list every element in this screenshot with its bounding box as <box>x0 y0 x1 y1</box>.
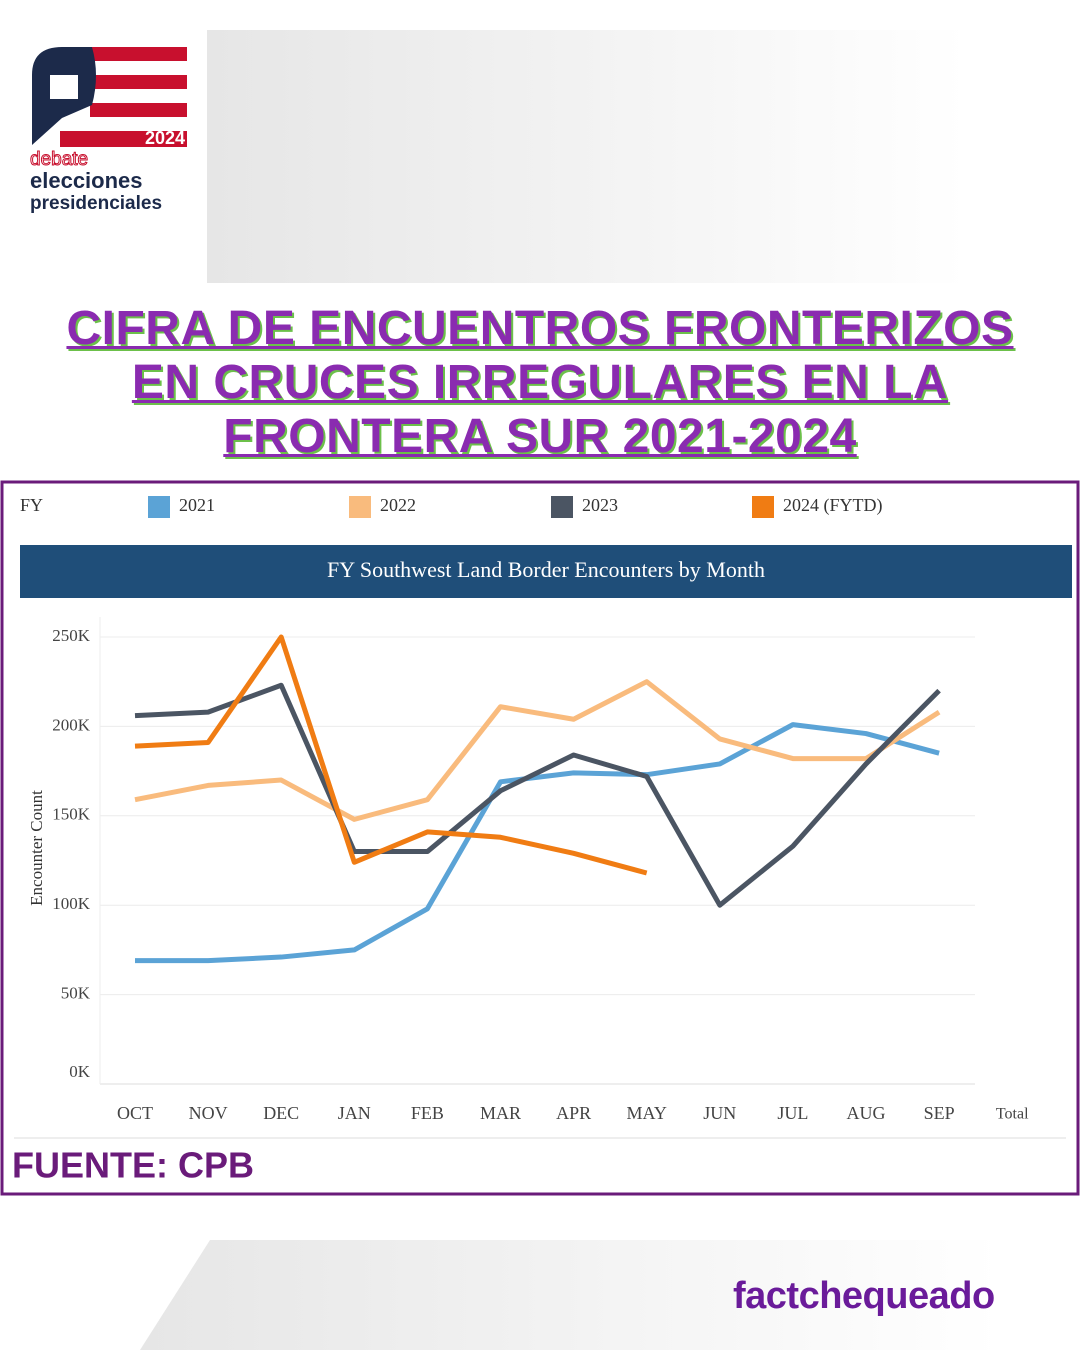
chart-title: FY Southwest Land Border Encounters by M… <box>327 557 765 582</box>
headline: CIFRA DE ENCUENTROS FRONTERIZOS EN CRUCE… <box>0 302 1080 464</box>
x-tick-label: DEC <box>263 1103 299 1123</box>
y-tick-label: 150K <box>52 805 91 824</box>
x-tick-label: MAY <box>627 1103 667 1123</box>
legend-swatch <box>551 496 573 518</box>
headline-line: CIFRA DE ENCUENTROS FRONTERIZOS <box>66 302 1014 355</box>
series-line <box>134 679 941 822</box>
bottom-panel <box>140 1240 1000 1350</box>
top-panel <box>207 30 967 283</box>
logo-word: presidenciales <box>30 193 162 214</box>
y-tick-label: 250K <box>52 626 91 645</box>
legend-label: 2024 (FYTD) <box>783 495 883 516</box>
y-tick-label: 200K <box>52 715 91 734</box>
legend-label: 2023 <box>582 495 618 515</box>
x-tick-label: MAR <box>480 1103 521 1123</box>
legend-label: 2022 <box>380 495 416 515</box>
source: FUENTE: CPB <box>12 1145 254 1186</box>
title-banner <box>20 545 1072 598</box>
brand: factchequeado <box>733 1275 995 1317</box>
x-tick-label: JUN <box>703 1103 736 1123</box>
headline-line: FRONTERA SUR 2021-2024 <box>223 410 857 463</box>
series-line <box>135 722 940 964</box>
headline-line: EN CRUCES IRREGULARES EN LA <box>131 356 949 409</box>
chart-frame <box>0 480 1080 1196</box>
x-tick-label: NOV <box>189 1103 228 1123</box>
logo-word: debate <box>30 149 88 170</box>
legend-label: 2021 <box>179 495 215 515</box>
legend-title: FY <box>20 495 43 515</box>
x-tick-label: APR <box>556 1103 591 1123</box>
x-tick-label: JUL <box>777 1103 808 1123</box>
y-tick-label: 50K <box>61 984 91 1003</box>
y-axis-label: Encounter Count <box>27 790 46 906</box>
legend-swatch <box>349 496 371 518</box>
x-tick-label: AUG <box>847 1103 886 1123</box>
logo-word: elecciones <box>30 168 143 193</box>
x-tick-label: JAN <box>338 1103 371 1123</box>
legend-swatch <box>752 496 774 518</box>
y-tick-label: 100K <box>52 894 91 913</box>
series-line <box>134 634 648 876</box>
x-tick-label: SEP <box>924 1103 955 1123</box>
x-tick-label: OCT <box>117 1103 153 1123</box>
legend-swatch <box>148 496 170 518</box>
logo-year: 2024 <box>145 128 185 148</box>
logo: 2024 debate elecciones presidenciales <box>30 47 187 214</box>
x-tick-label: FEB <box>411 1103 444 1123</box>
x-tick-label: Total <box>996 1106 1029 1123</box>
series-line <box>134 682 941 908</box>
y-tick-label: 0K <box>69 1062 91 1081</box>
